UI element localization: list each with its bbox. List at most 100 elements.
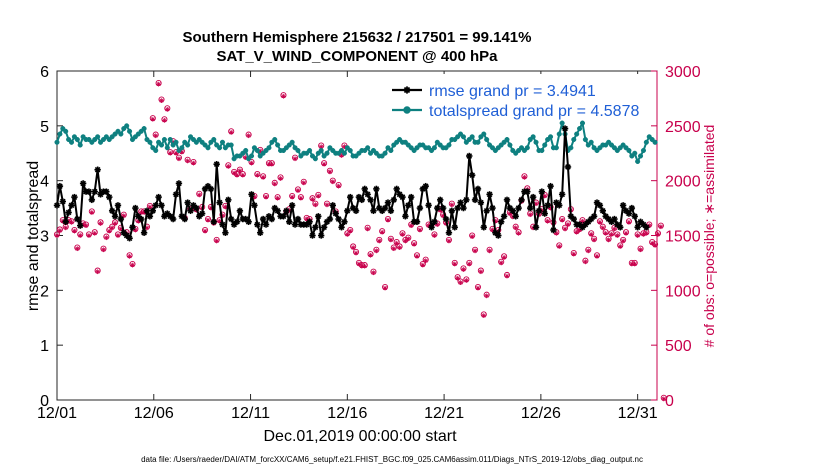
obs-assimilated-point [327,169,333,175]
obs-assimilated-point [176,156,182,162]
rmse-point [512,213,519,220]
rmse-point [172,191,180,198]
legend-rmse-marker [403,86,411,94]
obs-assimilated-point [469,234,475,239]
rmse-point [71,193,78,201]
obs-assimilated-point [336,183,342,189]
obs-assimilated-point [432,233,437,238]
obs-assimilated-point [310,196,315,202]
spread-point [632,150,638,156]
obs-assimilated-point [368,252,373,258]
y-right-tick-label: 3000 [665,64,701,81]
obs-assimilated-point [159,98,164,104]
rmse-point [85,188,93,195]
rmse-point [132,204,139,212]
obs-assimilated-point [130,262,135,268]
obs-assimilated-point [191,160,196,166]
spread-point [57,131,63,137]
spread-point [460,134,467,140]
rmse-point [245,218,252,225]
rmse-point [503,196,511,204]
obs-assimilated-point [214,238,220,244]
spread-point [219,139,226,145]
rmse-point [111,213,119,220]
obs-assimilated-point [162,117,167,123]
obs-assimilated-point [365,226,371,232]
spread-point [266,145,272,151]
spread-point [68,139,75,145]
y-left-tick-label: 2 [40,283,49,300]
rmse-point [570,215,577,223]
obs-assimilated-point [225,164,231,169]
obs-assimilated-point [106,228,112,234]
plot-area [56,70,658,401]
spread-point [289,139,295,145]
rmse-point [207,185,215,193]
obs-assimilated-point [240,172,246,178]
obs-assimilated-point [127,253,132,259]
rmse-point [335,215,342,223]
rmse-point [608,218,615,225]
rmse-point [474,185,482,193]
spread-point [577,126,583,132]
obs-assimilated-point [614,233,620,238]
obs-assimilated-point [330,179,336,185]
spread-point [652,139,658,145]
spread-point [243,147,249,154]
obs-assimilated-point [658,224,664,230]
rmse-point [448,207,456,215]
rmse-point [140,229,148,236]
rmse-point [137,215,145,223]
obs-assimilated-point [101,247,106,253]
rmse-point [445,229,453,236]
rmse-point [431,218,438,225]
obs-assimilated-point [376,238,382,244]
rmse-point [88,196,96,204]
obs-assimilated-point [254,172,260,178]
rmse-point [352,207,360,215]
rmse-point [483,207,490,215]
obs-assimilated-point [414,253,420,259]
obs-assimilated-point [263,194,269,200]
obs-assimilated-point [458,280,463,286]
obs-assimilated-point [400,232,405,237]
spread-point [161,136,167,143]
obs-assimilated-point [321,161,327,167]
spread-point [324,150,330,156]
spread-point [254,147,260,154]
rmse-point [407,193,415,201]
rmse-point [248,191,255,198]
obs-assimilated-point [95,269,101,275]
spread-point [341,150,347,156]
rmse-point [489,204,496,212]
rmse-point [288,202,296,209]
spread-point [124,123,130,129]
rmse-point [500,213,508,220]
rmse-point [222,229,229,236]
y-left-tick-label: 0 [40,393,49,410]
rmse-point [538,188,546,195]
obs-assimilated-point [72,228,77,234]
rmse-point [94,166,101,173]
obs-assimilated-point [481,313,487,318]
rmse-point [315,213,322,220]
rmse-point [198,210,206,217]
obs-assimilated-point [600,225,606,231]
y-right-tick-label: 1000 [665,283,701,300]
rmse-point [181,215,188,223]
spread-point [533,139,539,145]
rmse-point [643,224,650,231]
obs-assimilated-point [109,225,115,231]
rmse-point [117,215,125,223]
y-right-tick-label: 1500 [665,229,701,246]
legend-rmse-label: rmse grand pr = 3.4941 [429,83,596,100]
obs-assimilated-point [92,230,98,236]
obs-assimilated-point [153,133,159,139]
obs-assimilated-point [350,245,356,250]
obs-assimilated-point [571,251,577,257]
spread-point [637,153,644,159]
rmse-point [332,210,339,217]
spread-point [77,142,83,148]
obs-assimilated-point [632,261,638,267]
obs-assimilated-point [234,172,240,178]
